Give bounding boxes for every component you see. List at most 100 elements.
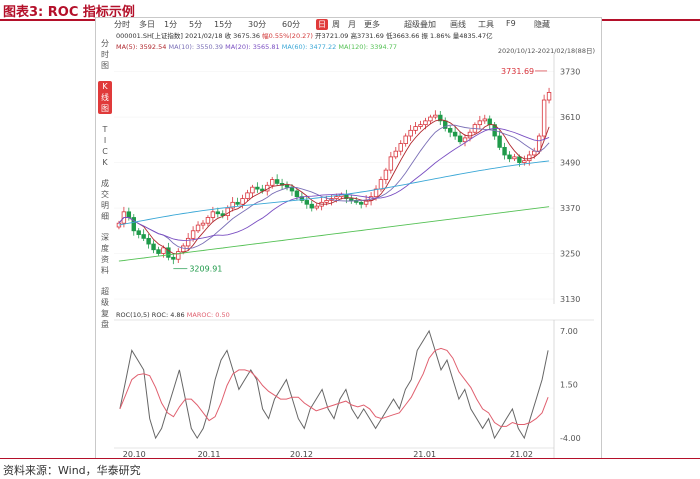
kline-chart[interactable]: 3730 3610 3490 3370 3250 3130 3731.69 3209.91 (114, 54, 596, 304)
ma10-value: MA(10): 3550.39 (168, 43, 224, 51)
candle-body (146, 237, 151, 245)
candle-body (527, 154, 532, 162)
candle-body (166, 247, 171, 258)
date-tick-label: 20.12 (290, 450, 313, 458)
candle-body (447, 128, 453, 133)
tab-super-review[interactable]: 超级复盘 (101, 287, 109, 329)
candle-body (408, 129, 413, 137)
price-tick-label: 3370 (560, 204, 580, 213)
date-tick-label: 21.01 (413, 450, 436, 458)
candle-body (235, 201, 240, 205)
candle-body (512, 156, 517, 160)
candle-body (284, 184, 290, 188)
period-1[interactable]: 多日 (139, 20, 155, 29)
candle-body (507, 154, 512, 160)
quote-amplitude: 振 1.86% (421, 32, 451, 40)
candle-body (438, 114, 443, 122)
quote-open: 开3721.09 (315, 32, 349, 40)
candle-body (131, 217, 136, 232)
ma20-line (118, 127, 550, 241)
candle-body (398, 143, 403, 152)
source-note: 资料来源：Wind，华泰研究 (3, 464, 141, 477)
roc-header: ROC(10,5) (116, 311, 150, 319)
period-6[interactable]: 60分 (282, 20, 301, 29)
candle-body (136, 230, 141, 235)
candle-body (309, 203, 314, 209)
candle-body (314, 205, 319, 209)
date-tick-label: 20.10 (123, 450, 146, 458)
tool-2[interactable]: 工具 (478, 20, 494, 29)
candle-body (522, 160, 527, 163)
candle-body (240, 198, 245, 205)
candle-body (423, 120, 428, 126)
maroc-line (119, 347, 549, 427)
date-tick-label: 20.11 (198, 450, 221, 458)
candle-body (457, 135, 463, 143)
figure-title: 图表3: ROC 指标示例 (3, 5, 135, 20)
candle-body (250, 186, 255, 194)
ma10-line (118, 124, 550, 250)
tab-trade-detail[interactable]: 成交明细 (101, 179, 109, 221)
candle-body (161, 247, 166, 254)
period-8[interactable]: 周 (332, 20, 340, 29)
high-label: 3731.69 (501, 67, 534, 76)
price-tick-label: 3250 (560, 250, 580, 259)
ma60-value: MA(60): 3477.22 (281, 43, 337, 51)
candle-body (487, 118, 492, 126)
candle-body (151, 243, 156, 251)
date-tick-label: 21.02 (510, 450, 533, 458)
tool-1[interactable]: 画线 (450, 20, 466, 29)
tab-depth-data[interactable]: 深度资料 (101, 233, 109, 275)
roc-chart[interactable]: 7.00 1.50 -4.00 20.10 20.11 20.12 21.01 21.02 (114, 308, 596, 458)
candle-body (349, 198, 354, 201)
maroc-value: MAROC: 0.50 (186, 311, 230, 319)
candle-body (467, 131, 473, 139)
candle-body (497, 135, 502, 148)
roc-legend: ROC(10,5) ROC: 4.86 MAROC: 0.50 (116, 311, 230, 319)
period-7[interactable]: 日 (316, 19, 328, 30)
candle-body (274, 179, 280, 184)
candle-body (334, 196, 339, 199)
candle-body (245, 192, 250, 199)
ma-legend: MA(5): 3592.54 MA(10): 3550.39 MA(20): 3… (116, 43, 397, 51)
period-9[interactable]: 月 (348, 20, 356, 29)
quote-change: 幅0.55%(20.27) (262, 32, 313, 40)
candle-body (536, 135, 542, 152)
tool-3[interactable]: F9 (506, 19, 516, 28)
price-tick-label: 3490 (560, 159, 580, 168)
roc-tick-label: 1.50 (560, 381, 578, 390)
candle-body (462, 137, 468, 143)
ma5-value: MA(5): 3592.54 (116, 43, 167, 51)
tab-timeshare[interactable]: 分时图 (101, 39, 109, 70)
tool-0[interactable]: 超级叠加 (404, 20, 436, 29)
candle-body (126, 211, 132, 218)
period-5[interactable]: 30分 (248, 20, 267, 29)
period-toolbar: 分时 多日 1分 5分 15分 30分 60分 日周月更多 超级叠加 画线 工具 F9 隐藏 (114, 18, 599, 31)
candle-body (200, 222, 206, 226)
quote-low: 低3663.66 (385, 32, 420, 40)
candle-body (418, 124, 423, 127)
tool-4[interactable]: 隐藏 (534, 20, 550, 29)
candle-body (230, 201, 235, 209)
candle-body (324, 200, 329, 203)
period-2[interactable]: 1分 (164, 20, 178, 29)
candle-body (344, 194, 349, 199)
stock-code: 000001.SH[上证指数] (116, 32, 183, 40)
price-tick-label: 3610 (560, 113, 580, 122)
roc-line (119, 329, 549, 440)
period-10[interactable]: 更多 (364, 20, 380, 29)
candle-body (388, 156, 394, 171)
candle-body (215, 211, 221, 215)
candle-body (452, 131, 458, 137)
roc-tick-label: -4.00 (560, 434, 581, 443)
period-3[interactable]: 5分 (189, 20, 203, 29)
candle-body (141, 234, 146, 239)
candle-body (210, 211, 216, 218)
period-4[interactable]: 15分 (214, 20, 233, 29)
candle-body (260, 188, 265, 192)
period-0[interactable]: 分时 (114, 20, 130, 29)
candle-body (220, 213, 225, 217)
